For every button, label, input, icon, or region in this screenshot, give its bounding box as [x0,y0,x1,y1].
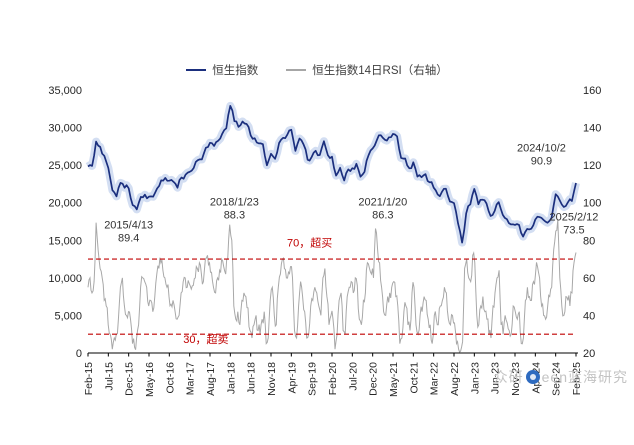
y-axis-left-label: 5,000 [54,310,82,322]
x-axis-label: Feb-15 [83,362,95,395]
x-axis-label: Jan-18 [225,362,237,394]
legend-item-rsi: 恒生指数14日RSI（右轴） [286,62,448,78]
y-axis-left-label: 25,000 [48,160,82,172]
x-axis-label: Sep-19 [307,362,319,396]
annotation-date: 2015/4/13 [104,219,153,231]
x-axis-label: Dec-15 [124,362,136,396]
annotation-value: 90.9 [531,156,552,168]
reference-line-label: 70，超买 [287,235,332,249]
y-axis-right-label: 100 [583,198,601,210]
y-axis-right-label: 80 [583,235,595,247]
x-axis-label: Aug-22 [449,362,461,396]
y-axis-right-label: 120 [583,160,601,172]
annotation-date: 2024/10/2 [517,143,566,155]
annotation-value: 86.3 [372,210,393,222]
hsi-line [87,105,577,244]
annotation-date: 2021/1/20 [358,197,407,209]
x-axis-label: May-21 [388,362,400,397]
legend-item-hsi: 恒生指数 [186,62,258,78]
x-axis-label: Jun-18 [246,362,258,394]
x-axis-label: Mar-22 [429,362,441,395]
annotation-date: 2025/2/12 [549,212,598,224]
y-axis-left-label: 15,000 [48,235,82,247]
watermark-text-right: een蓝海研究 [541,369,628,385]
x-axis-label: Feb-25 [571,362,583,395]
y-axis-right-label: 60 [583,273,595,285]
x-axis-label: Nov-18 [266,362,278,396]
x-axis-label: Jul-20 [347,362,359,391]
watermark: 众研 een蓝海研究 [494,367,628,387]
x-axis-label: May-16 [144,362,156,397]
x-axis-label: Dec-20 [368,362,380,396]
y-axis-left-label: 35,000 [48,85,82,97]
annotation-value: 73.5 [563,225,584,237]
hsi-line-swatch [186,69,207,71]
x-axis-label: Aug-17 [205,362,217,396]
hsi-band [85,101,580,247]
watermark-logo-icon [525,370,540,384]
legend: 恒生指数 恒生指数14日RSI（右轴） [0,62,634,78]
annotation-date: 2018/1/23 [210,197,259,209]
annotation-value: 89.4 [118,232,139,244]
x-axis-label: Mar-17 [185,362,197,395]
x-axis-label: Nov-23 [510,362,522,396]
legend-label-hsi: 恒生指数 [212,65,259,77]
y-axis-right-label: 140 [583,123,601,135]
y-axis-left-label: 30,000 [48,123,82,135]
y-axis-left-label: 20,000 [48,198,82,210]
reference-line-label: 30，超卖 [183,332,228,346]
annotation-value: 88.3 [224,210,245,222]
y-axis-right-label: 20 [583,348,595,360]
x-axis-label: Jun-23 [490,362,502,394]
x-axis-label: Jul-15 [103,362,115,391]
y-axis-right-label: 40 [583,310,595,322]
x-axis-label: Apr-19 [286,362,298,394]
x-axis-label: Oct-16 [164,362,176,394]
y-axis-left-label: 10,000 [48,273,82,285]
rsi-line-swatch [286,69,307,71]
y-axis-right-label: 160 [583,85,601,97]
y-axis-left-label: 0 [76,348,82,360]
watermark-text-left: 众研 [493,369,524,385]
x-axis-label: Oct-21 [408,362,420,394]
x-axis-label: Jan-23 [469,362,481,394]
legend-label-rsi: 恒生指数14日RSI（右轴） [312,65,448,77]
x-axis-label: Sep-24 [551,362,563,396]
rsi-line [87,219,577,354]
x-axis-label: Feb-20 [327,362,339,395]
